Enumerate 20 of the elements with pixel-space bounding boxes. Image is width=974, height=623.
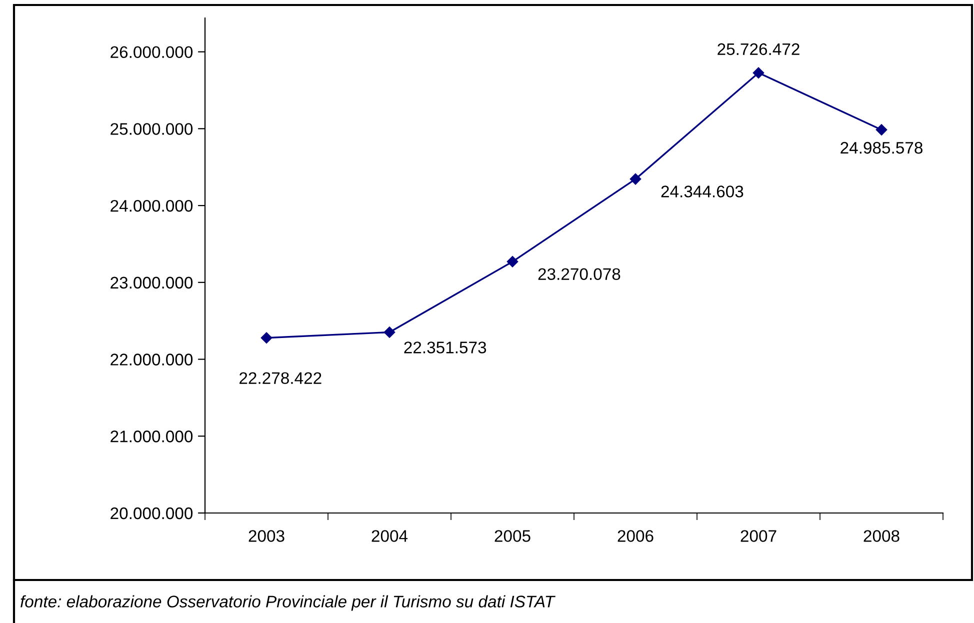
x-tick-label: 2006 [618,530,654,542]
data-label: 24.344.603 [661,186,744,198]
y-tick-label: 24.000.000 [110,200,193,212]
y-tick-label: 20.000.000 [110,507,193,520]
y-tick-label: 26.000.000 [110,46,193,58]
x-tick-label: 2004 [372,530,408,542]
data-label: 25.726.472 [718,43,800,56]
x-tick-label: 2003 [248,530,284,542]
y-tick-label: 22.000.000 [110,354,193,366]
y-tick-label: 25.000.000 [110,123,193,135]
y-tick-label: 21.000.000 [110,430,193,442]
x-tick-label: 2007 [740,530,776,542]
source-note: fonte: elaborazione Osservatorio Provinciale per il Turismo su dati ISTAT [20,595,556,611]
x-tick-label: 2008 [864,530,900,542]
x-tick-label: 2005 [494,530,530,542]
data-label: 23.270.078 [538,268,620,280]
data-label: 22.351.573 [404,342,486,354]
y-tick-label: 23.000.000 [110,276,193,289]
data-label: 24.985.578 [840,142,922,154]
data-label: 22.278.422 [240,372,322,384]
